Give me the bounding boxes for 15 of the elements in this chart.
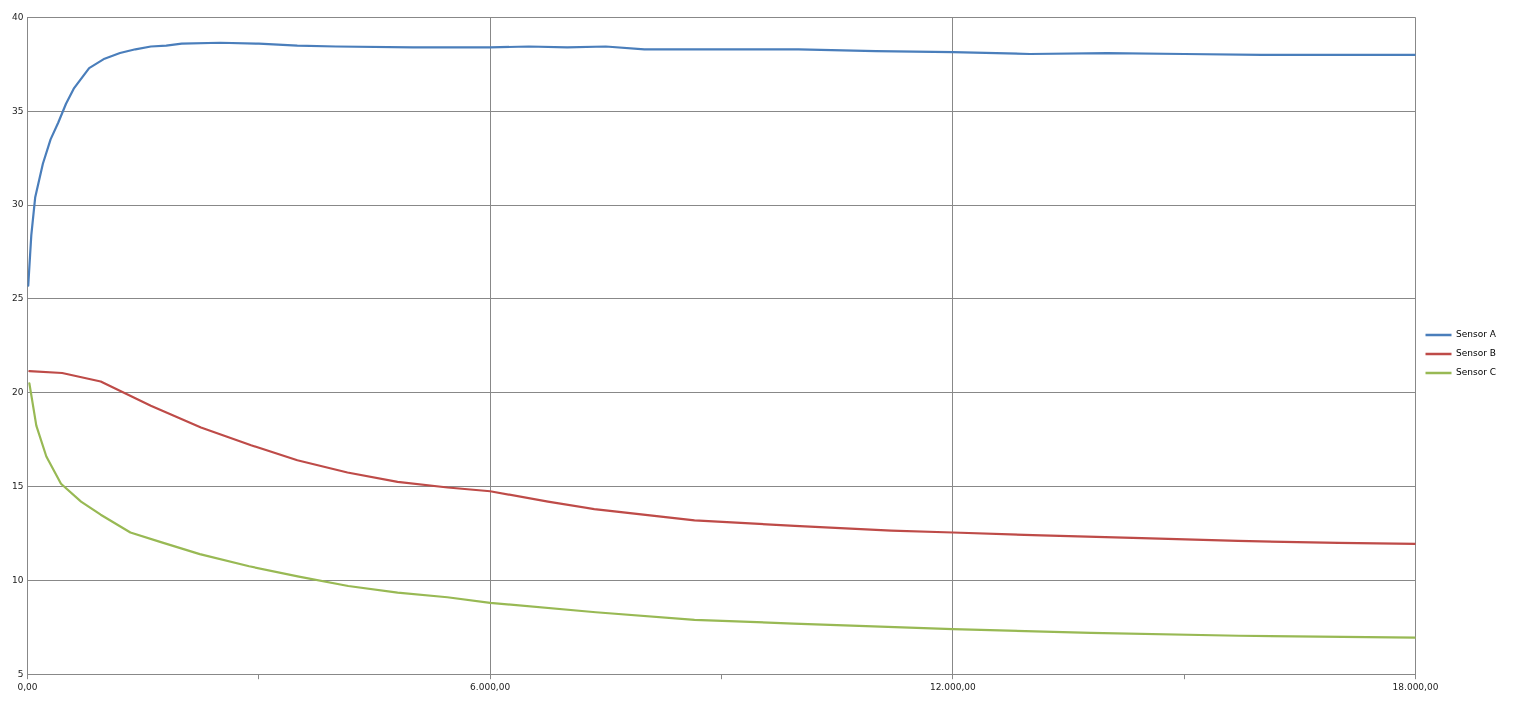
x-tick-label: 12.000,00 [929,681,976,692]
legend-label: Sensor A [1456,329,1497,340]
y-tick-label: 20 [12,387,24,398]
y-tick-label: 35 [12,105,24,116]
y-tick-label: 15 [12,480,24,491]
legend-label: Sensor C [1456,367,1497,378]
x-tick-label: 6.000,00 [470,681,511,692]
y-tick-label: 10 [12,574,24,585]
y-tick-label: 25 [12,293,24,304]
x-tick-label: 18.000,00 [1392,681,1439,692]
y-tick-label: 40 [12,11,24,22]
y-tick-label: 5 [17,668,24,679]
x-tick-label: 0,00 [17,681,38,692]
y-tick-label: 30 [12,199,24,210]
legend-label: Sensor B [1456,348,1496,359]
